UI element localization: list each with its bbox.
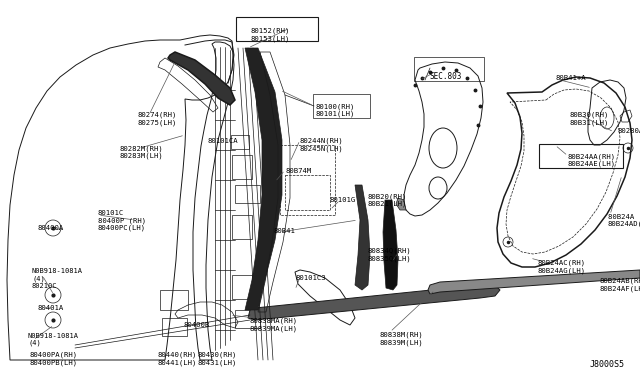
Polygon shape	[383, 200, 398, 290]
Text: 80B41+A: 80B41+A	[555, 75, 586, 81]
Bar	[231, 135, 249, 149]
Text: J8000S5: J8000S5	[590, 360, 625, 369]
Text: 80B30(RH)
80B31(LH): 80B30(RH) 80B31(LH)	[570, 112, 609, 126]
Text: 80152(RH)
80153(LH): 80152(RH) 80153(LH)	[250, 28, 290, 42]
Text: 80440(RH)
80441(LH): 80440(RH) 80441(LH)	[158, 352, 197, 366]
Text: 80274(RH)
80275(LH): 80274(RH) 80275(LH)	[138, 112, 177, 126]
Text: 80400B: 80400B	[183, 322, 209, 328]
Text: 80280A: 80280A	[618, 128, 640, 134]
Bar	[232, 275, 252, 299]
Text: 80430(RH)
80431(LH): 80430(RH) 80431(LH)	[198, 352, 237, 366]
Text: 80B20(RH)
80B21(LH): 80B20(RH) 80B21(LH)	[368, 193, 408, 207]
Bar	[235, 185, 260, 203]
Text: 80101C3: 80101C3	[296, 275, 326, 281]
Text: 80400A: 80400A	[38, 225, 64, 231]
Text: N0B918-1081A
(4)
80210C: N0B918-1081A (4) 80210C	[32, 268, 83, 289]
Text: 80101C
80400P (RH)
80400PC(LH): 80101C 80400P (RH) 80400PC(LH)	[98, 210, 146, 231]
Polygon shape	[396, 198, 406, 210]
Text: 80834Q(RH)
80835Q(LH): 80834Q(RH) 80835Q(LH)	[368, 248, 412, 262]
Text: 80401A: 80401A	[38, 305, 64, 311]
Polygon shape	[168, 52, 235, 105]
Text: SEC.803: SEC.803	[430, 72, 462, 81]
Text: 80B24AB(RH)
80B24AF(LH): 80B24AB(RH) 80B24AF(LH)	[600, 278, 640, 292]
Text: 80101CA: 80101CA	[207, 138, 237, 144]
Bar	[235, 310, 260, 328]
Bar	[285, 175, 330, 210]
Text: 80100(RH)
80101(LH): 80100(RH) 80101(LH)	[315, 103, 355, 117]
Text: 80B24A (RH)
80B24AD(LH): 80B24A (RH) 80B24AD(LH)	[608, 213, 640, 227]
Bar	[162, 318, 187, 336]
Text: 80838MA(RH)
80839MA(LH): 80838MA(RH) 80839MA(LH)	[250, 318, 298, 332]
Text: 80244N(RH)
80245N(LH): 80244N(RH) 80245N(LH)	[300, 138, 344, 152]
Polygon shape	[245, 48, 282, 310]
Text: 80B24AA(RH)
80B24AE(LH): 80B24AA(RH) 80B24AE(LH)	[567, 153, 615, 167]
Polygon shape	[355, 185, 370, 290]
Bar	[232, 215, 252, 239]
Text: 80101G: 80101G	[330, 197, 356, 203]
Text: 80B41: 80B41	[274, 228, 296, 234]
Polygon shape	[248, 285, 500, 320]
Text: 80838M(RH)
80839M(LH): 80838M(RH) 80839M(LH)	[380, 332, 424, 346]
Bar	[160, 290, 188, 310]
Bar	[232, 155, 252, 179]
Text: 80282M(RH)
80283M(LH): 80282M(RH) 80283M(LH)	[120, 145, 164, 159]
Text: N0B918-1081A
(4): N0B918-1081A (4)	[28, 333, 79, 346]
Polygon shape	[428, 270, 640, 294]
Text: 80400PA(RH)
80400PB(LH): 80400PA(RH) 80400PB(LH)	[30, 352, 78, 366]
Text: 80B74M: 80B74M	[285, 168, 311, 174]
Text: 80B24AC(RH)
80B24AG(LH): 80B24AC(RH) 80B24AG(LH)	[538, 260, 586, 274]
Bar	[280, 145, 335, 215]
